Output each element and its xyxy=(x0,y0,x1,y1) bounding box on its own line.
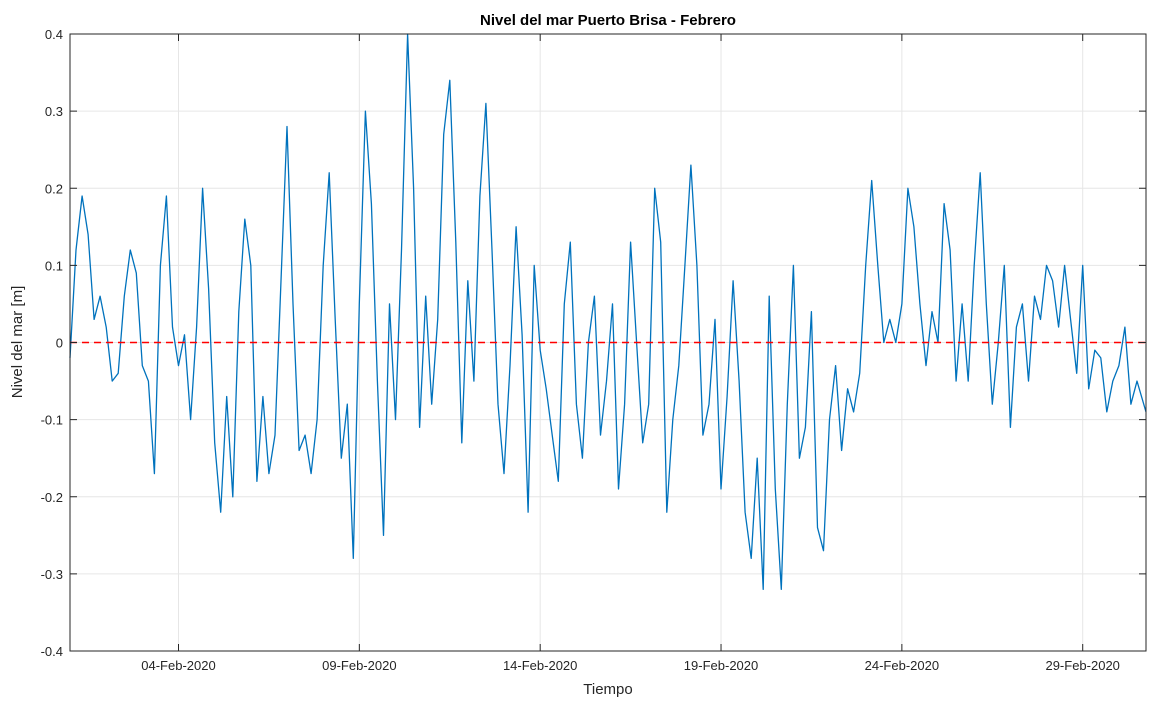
x-tick-label: 29-Feb-2020 xyxy=(1045,658,1119,673)
chart-title: Nivel del mar Puerto Brisa - Febrero xyxy=(480,12,736,29)
x-tick-label: 09-Feb-2020 xyxy=(322,658,396,673)
y-tick-label: -0.1 xyxy=(41,413,63,428)
y-tick-label: 0.1 xyxy=(45,258,63,273)
sea-level-series-line xyxy=(69,33,1147,590)
series-layer xyxy=(69,33,1147,590)
y-tick-label: -0.4 xyxy=(41,644,63,659)
tick-labels: 04-Feb-2020 09-Feb-2020 14-Feb-2020 19-Feb-… xyxy=(41,27,1120,673)
y-tick-label: -0.2 xyxy=(41,490,63,505)
y-tick-label: 0.3 xyxy=(45,104,63,119)
x-axis-label: Tiempo xyxy=(583,681,632,698)
y-axis-label: Nivel del mar [m] xyxy=(9,286,26,399)
x-tick-label: 14-Feb-2020 xyxy=(503,658,577,673)
y-tick-label: 0.4 xyxy=(45,27,63,42)
y-tick-label: -0.3 xyxy=(41,567,63,582)
x-tick-label: 19-Feb-2020 xyxy=(684,658,758,673)
x-tick-label: 04-Feb-2020 xyxy=(141,658,215,673)
y-tick-label: 0 xyxy=(56,336,63,351)
y-tick-label: 0.2 xyxy=(45,181,63,196)
tick-marks xyxy=(70,33,1146,652)
x-tick-label: 24-Feb-2020 xyxy=(865,658,939,673)
